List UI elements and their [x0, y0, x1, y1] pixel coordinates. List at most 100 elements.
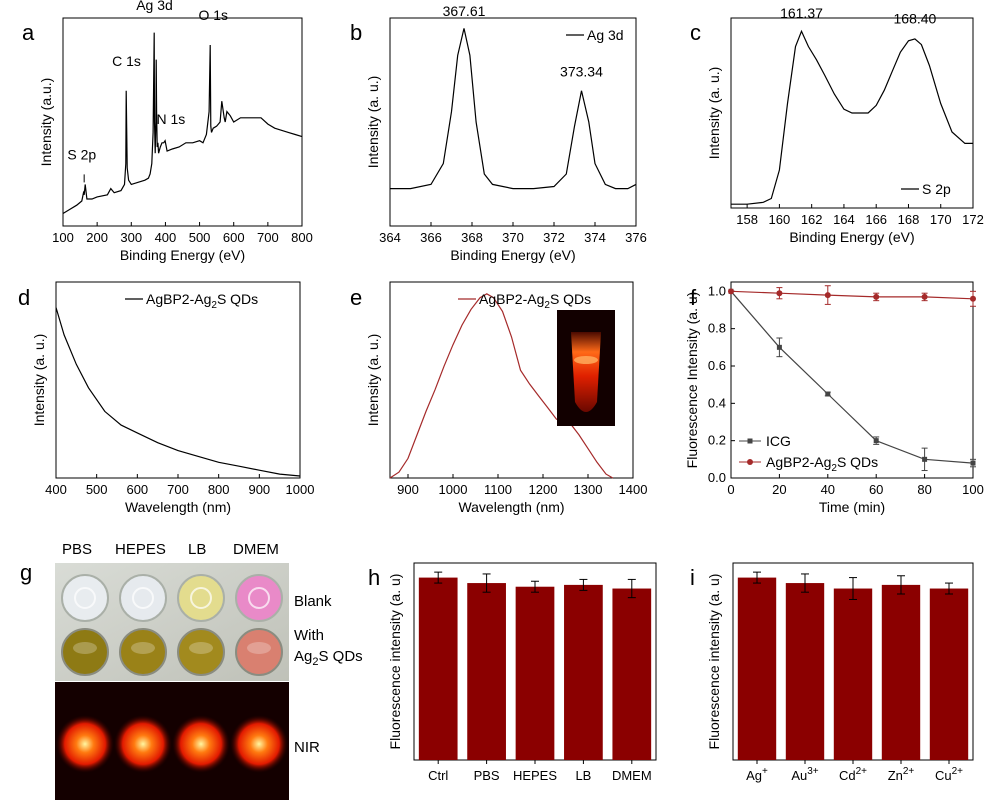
x-tick-label: 900: [397, 482, 419, 497]
legend-marker: [747, 438, 753, 444]
series-line-0: [730, 290, 974, 464]
series-line-0: [390, 28, 637, 190]
bar: [881, 584, 921, 760]
peak-label: O 1s: [198, 7, 228, 23]
category-label: Ag+: [746, 766, 768, 783]
x-tick-label: 500: [86, 482, 108, 497]
well-reflection: [189, 642, 213, 654]
y-axis-label: Intensity (a. u.): [31, 334, 47, 427]
x-tick-label: 160: [769, 212, 791, 227]
x-tick-label: 20: [772, 482, 786, 497]
x-axis-label: Binding Energy (eV): [789, 229, 914, 245]
well-reflection: [247, 642, 271, 654]
peak-label: C 1s: [112, 53, 141, 69]
x-tick-label: 400: [155, 230, 177, 245]
category-label: Zn2+: [888, 766, 915, 783]
legend-entry: ICG: [766, 433, 791, 449]
well-reflection: [74, 587, 96, 609]
bar: [515, 586, 555, 760]
well-blank: [177, 574, 225, 622]
category-label: LB: [575, 768, 591, 783]
well-reflection: [131, 642, 155, 654]
panel-letter-e: e: [350, 285, 362, 310]
x-tick-label: 100: [962, 482, 984, 497]
panel-h: h Fluorescence intensity (a. u) Ctrl PBS HEP…: [368, 562, 657, 783]
y-axis-label: Intensity (a. u.): [706, 67, 722, 160]
panel-b: b 364 366 368 370 372 374 376 Binding Energy (eV…: [350, 3, 647, 263]
x-tick-label: 100: [52, 230, 74, 245]
x-tick-label: 172: [962, 212, 984, 227]
bar: [564, 584, 603, 760]
column-label-dmem: DMEM: [233, 541, 279, 558]
data-point: [922, 456, 928, 462]
bar: [467, 583, 506, 760]
panel-i: i Fluorescence intensity (a. u) Ag+ Au3+ Cd2…: [690, 562, 974, 783]
y-tick-label: 1.0: [708, 283, 726, 298]
x-tick-label: 500: [189, 230, 211, 245]
nir-glow: [172, 715, 230, 773]
x-tick-label: 372: [543, 230, 565, 245]
well-blank: [235, 574, 283, 622]
y-axis-label: Fluorescence intensity (a. u): [706, 574, 722, 750]
bar: [929, 588, 969, 760]
y-tick-label: 0.6: [708, 358, 726, 373]
row-label-nir: NIR: [294, 739, 320, 756]
peak-label: 367.61: [443, 3, 486, 19]
data-point: [825, 391, 831, 397]
peak-label: S 2p: [67, 147, 96, 163]
well-with-qds: [61, 628, 109, 676]
x-axis-label: Time (min): [819, 499, 885, 515]
category-label: Cd2+: [839, 766, 867, 783]
well-with-qds: [119, 628, 167, 676]
data-point: [873, 438, 879, 444]
peak-label: N 1s: [156, 111, 185, 127]
x-tick-label: 166: [865, 212, 887, 227]
series-line-1: [730, 290, 974, 300]
data-point: [921, 293, 928, 300]
x-tick-label: 700: [167, 482, 189, 497]
data-point: [776, 344, 782, 350]
nir-glow: [114, 715, 172, 773]
x-tick-label: 374: [584, 230, 606, 245]
bar: [737, 577, 777, 760]
y-tick-label: 0.2: [708, 433, 726, 448]
x-tick-label: 158: [736, 212, 758, 227]
legend-entry: S 2p: [922, 181, 951, 197]
x-tick-label: 368: [461, 230, 483, 245]
panel-d: d 400 500 600 700 800 900 1000 Wavelength (nm) In…: [18, 281, 315, 515]
panel-f: f 0 20 40 60 80 100 0.0 0.2 0.4 0.6 0.8 1.0 Time (min…: [684, 281, 984, 515]
inset-vial-glow: [571, 332, 601, 412]
x-tick-label: 162: [801, 212, 823, 227]
legend-entry: AgBP2-Ag2S QDs: [766, 454, 878, 474]
x-tick-label: 600: [126, 482, 148, 497]
row-label-with: With: [294, 627, 324, 644]
peak-label: 168.40: [894, 11, 937, 27]
well-reflection: [73, 642, 97, 654]
peak-label: Ag 3d: [136, 0, 173, 13]
y-axis-label: Intensity (a.u.): [38, 78, 54, 167]
well-blank: [119, 574, 167, 622]
panel-g: g PBS HEPES LB DMEM Blank With Ag2S QDs …: [20, 541, 363, 800]
series-line-0: [389, 293, 614, 479]
x-tick-label: 1000: [439, 482, 468, 497]
y-axis-label: Intensity (a. u.): [365, 334, 381, 427]
panel-letter-h: h: [368, 565, 380, 590]
x-tick-label: 700: [257, 230, 279, 245]
x-tick-label: 800: [291, 230, 313, 245]
plot-frame: [730, 281, 974, 479]
x-tick-label: 80: [917, 482, 931, 497]
panel-c: c 158 160 162 164 166 168 170 172 Binding Energy …: [690, 5, 984, 245]
panel-letter-b: b: [350, 20, 362, 45]
well-reflection: [190, 587, 212, 609]
x-tick-label: 60: [869, 482, 883, 497]
panel-letter-d: d: [18, 285, 30, 310]
well-reflection: [248, 587, 270, 609]
plot-frame: [730, 17, 974, 209]
row-label-blank: Blank: [294, 593, 332, 610]
x-tick-label: 1000: [286, 482, 315, 497]
x-tick-label: 600: [223, 230, 245, 245]
x-tick-label: 376: [625, 230, 647, 245]
legend-marker: [747, 459, 753, 465]
category-label: HEPES: [513, 768, 557, 783]
